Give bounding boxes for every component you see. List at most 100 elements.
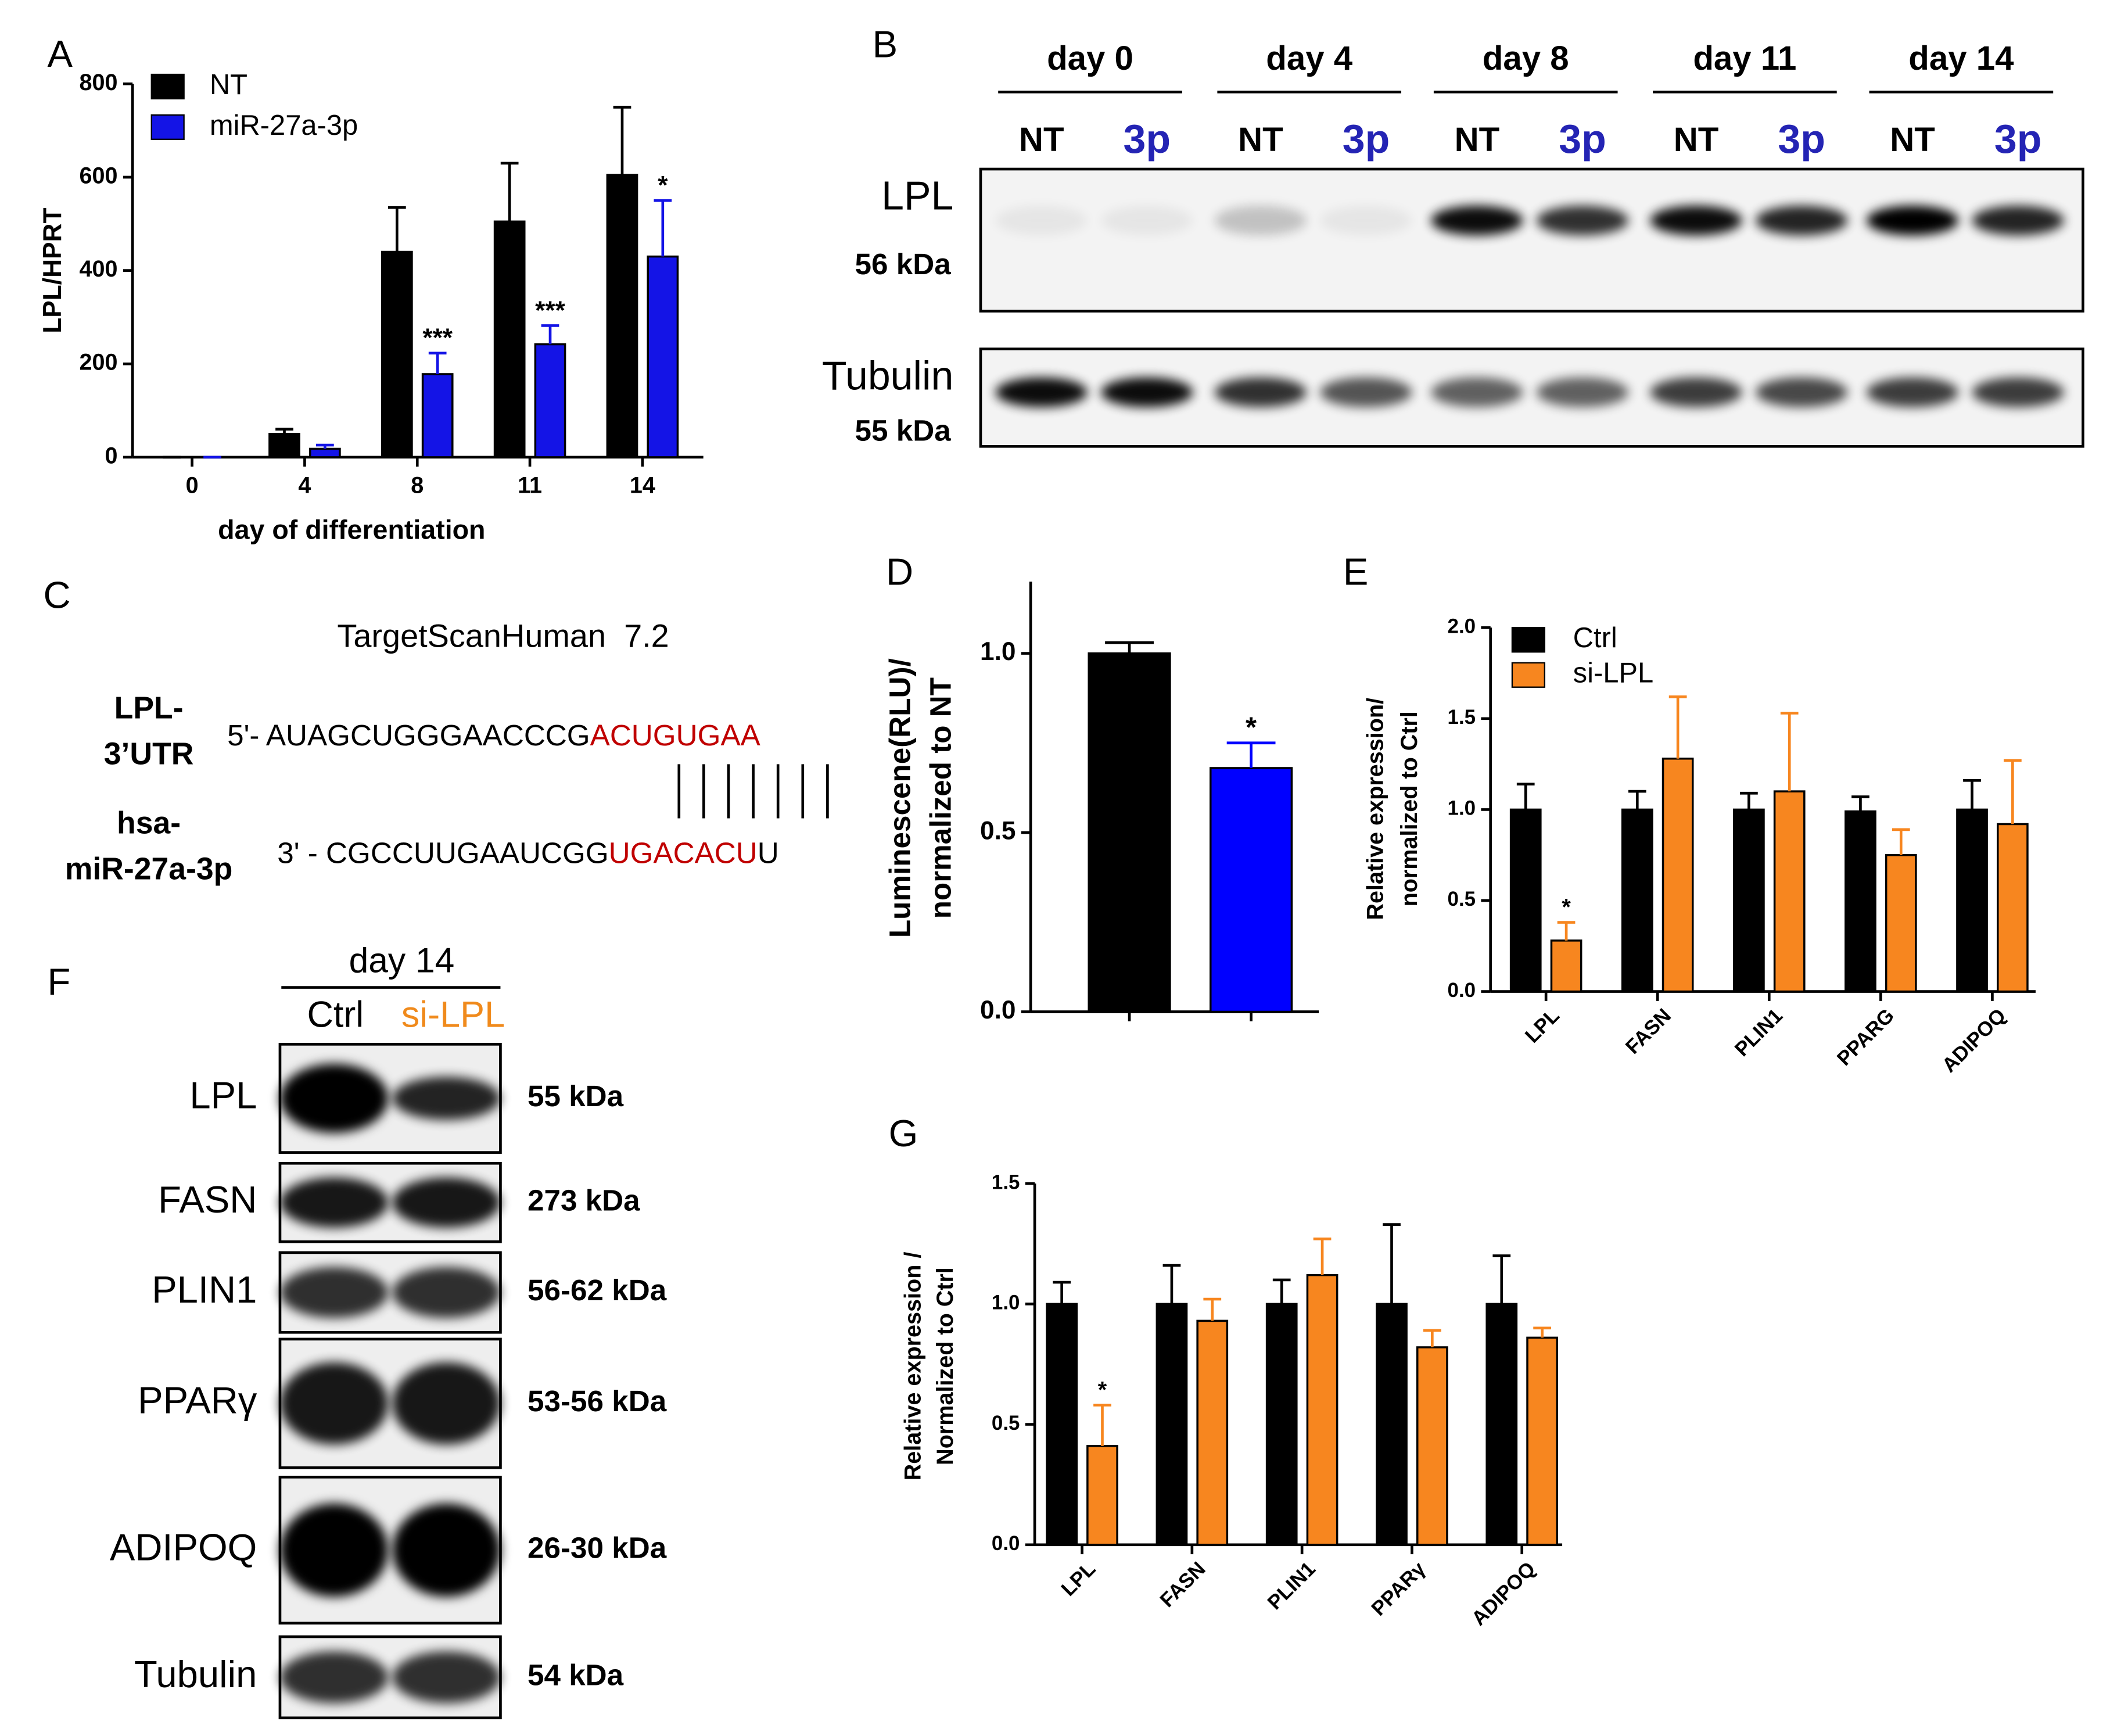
legend-swatch: [150, 73, 185, 100]
lane-label: NT: [1674, 121, 1719, 159]
y-axis-label: normalized to NT: [924, 677, 957, 919]
seed-part: ACUGUGAA: [590, 718, 761, 751]
band: [1756, 205, 1848, 236]
blot-name: Tubulin: [134, 1653, 257, 1695]
error-bar: [1226, 741, 1276, 768]
band: [995, 205, 1088, 236]
band: [1536, 205, 1629, 236]
y-tick-label: 1.0: [1448, 797, 1476, 820]
blot-name: ADIPOQ: [110, 1526, 257, 1568]
lane-label: Ctrl: [307, 994, 364, 1035]
bar: [1526, 1336, 1558, 1546]
error-bar: [315, 443, 334, 449]
panel-label: C: [44, 573, 71, 616]
error-bar: [1492, 1254, 1511, 1304]
y-tick-label: 1.0: [980, 637, 1015, 666]
error-bar: [1105, 641, 1154, 654]
y-tick-label: 0.0: [980, 996, 1015, 1024]
y-tick-label: 0.0: [992, 1532, 1020, 1555]
lane-label: 3p: [1778, 116, 1825, 162]
blot-name: PLIN1: [152, 1268, 257, 1311]
error-bar: [1892, 828, 1910, 855]
significance: ***: [422, 324, 453, 352]
day-label: day 14: [1908, 40, 2014, 77]
day-label: day 14: [349, 941, 455, 980]
error-bar: [275, 428, 293, 434]
band: [392, 1077, 501, 1120]
bar: [309, 447, 341, 458]
y-axis-label: Luminescene(RLU)/: [883, 658, 916, 938]
bar: [1956, 808, 1988, 993]
band: [1756, 377, 1848, 407]
panel-label: F: [47, 960, 70, 1003]
lane-label: NT: [1890, 121, 1935, 159]
band: [1972, 377, 2064, 407]
x-tick-label: 8: [411, 473, 424, 498]
significance: *: [1246, 712, 1257, 743]
y-tick-label: 800: [80, 70, 118, 95]
x-tick-label: 14: [630, 473, 655, 498]
band: [392, 1503, 501, 1597]
sequence-name: LPL-: [114, 691, 184, 725]
lane-label: 3p: [1124, 116, 1171, 162]
blot-size: 56-62 kDa: [528, 1274, 667, 1307]
error-bar: [1383, 1223, 1401, 1304]
error-bar: [1557, 921, 1576, 941]
x-axis-label: day of differentiation: [218, 514, 485, 544]
significance: *: [1098, 1378, 1107, 1403]
bar: [421, 373, 454, 458]
error-bar: [1093, 1404, 1111, 1446]
y-axis-label: Relative expression /: [900, 1252, 925, 1481]
sequence-part: 5'- AUAGCUGGGAACCCG: [227, 718, 590, 751]
panel-label: A: [47, 33, 73, 75]
panel-label: G: [889, 1112, 918, 1154]
blot-name: FASN: [158, 1178, 257, 1221]
error-bar: [1516, 783, 1535, 810]
bar: [1088, 652, 1171, 1013]
y-tick-label: 1.5: [1448, 706, 1476, 729]
seed-part: UGACACU: [609, 836, 758, 869]
blot-size: 55 kDa: [855, 414, 952, 447]
band: [1972, 205, 2064, 236]
bar: [1845, 810, 1876, 993]
band: [1214, 377, 1307, 407]
sequence: 3' - CGCCUUGAAUCGGUGACACUU: [277, 836, 779, 869]
panel-label: D: [886, 551, 913, 593]
blot-size: 26-30 kDa: [528, 1531, 667, 1565]
lane-label: NT: [1238, 121, 1283, 159]
y-tick-label: 0.5: [992, 1412, 1020, 1434]
blot-name: Tubulin: [822, 353, 953, 398]
band: [392, 1177, 501, 1228]
y-tick-label: 1.5: [992, 1171, 1020, 1193]
day-label: day 11: [1693, 40, 1796, 77]
bar: [1509, 808, 1542, 993]
error-bar: [1533, 1326, 1551, 1338]
error-bar: [428, 351, 447, 374]
error-bar: [2003, 759, 2022, 824]
day-label: day 4: [1266, 40, 1352, 77]
y-tick-label: 0.0: [1448, 979, 1476, 1002]
x-tick-label: 4: [298, 473, 311, 498]
error-bar: [500, 162, 519, 222]
lane-label: NT: [1455, 121, 1500, 159]
error-bar: [1162, 1264, 1181, 1304]
bar: [1306, 1274, 1339, 1546]
sequence-part: 3' - CGCCUUGAAUCGG: [277, 836, 608, 869]
legend-label: NT: [210, 69, 247, 101]
bar: [1086, 1445, 1118, 1546]
significance: *: [1562, 895, 1571, 920]
sequence-name: hsa-: [117, 806, 181, 840]
bar: [1733, 808, 1765, 993]
day-label: day 0: [1047, 40, 1133, 77]
bar: [647, 255, 679, 458]
error-bar: [1313, 1238, 1332, 1275]
bar: [1621, 808, 1653, 993]
significance: ***: [535, 296, 565, 325]
lane-label: 3p: [1343, 116, 1390, 162]
band: [1101, 205, 1193, 236]
x-tick-label: 11: [518, 473, 542, 498]
y-tick-label: 400: [80, 256, 118, 282]
bar: [1997, 823, 2029, 993]
